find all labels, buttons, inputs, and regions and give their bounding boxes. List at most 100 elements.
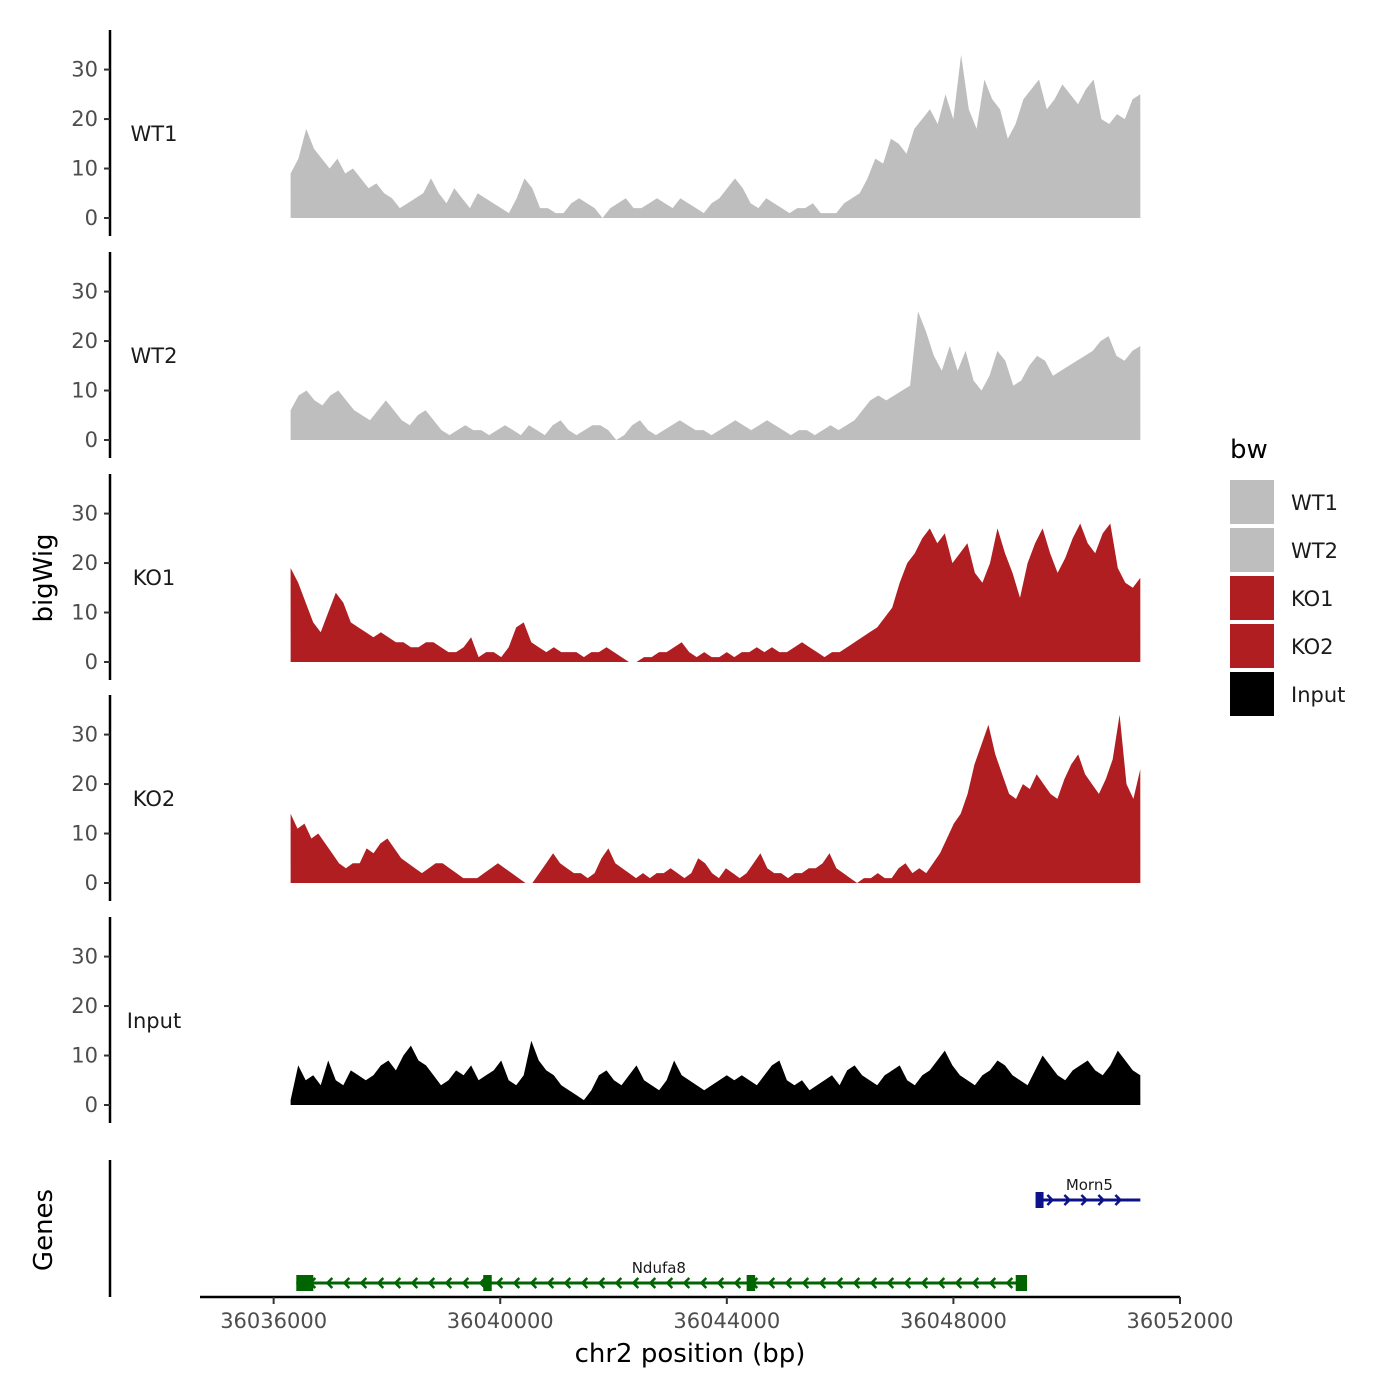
- x-tick-label: 36052000: [1127, 1309, 1234, 1333]
- y-tick-label: 30: [71, 502, 98, 526]
- x-tick-label: 36040000: [447, 1309, 554, 1333]
- gene-exon: [296, 1275, 314, 1291]
- y-tick-label: 30: [71, 723, 98, 747]
- gene-morn5: Morn5: [1035, 1176, 1141, 1208]
- strand-chevron: [1005, 1277, 1014, 1289]
- track-input: 0 10 20 30 Input: [71, 917, 1141, 1123]
- gene-ndufa8: Ndufa8: [296, 1259, 1028, 1291]
- track-ko1: 0 10 20 30 KO1: [71, 474, 1141, 680]
- legend-swatch: [1230, 576, 1274, 620]
- strand-chevron: [1046, 1194, 1055, 1206]
- y-tick-label: 20: [71, 772, 98, 796]
- legend: bw WT1 WT2 KO1 KO2 Input: [1230, 435, 1345, 716]
- y-tick-label: 10: [71, 157, 98, 181]
- strand-chevron: [393, 1277, 402, 1289]
- strand-chevron: [529, 1277, 538, 1289]
- y-tick-label: 10: [71, 379, 98, 403]
- strand-chevron: [597, 1277, 606, 1289]
- strand-chevron: [563, 1277, 572, 1289]
- strand-chevron: [325, 1277, 334, 1289]
- y-tick-label: 30: [71, 58, 98, 82]
- legend-item-wt1: WT1: [1230, 480, 1338, 524]
- strand-chevron: [614, 1277, 623, 1289]
- strand-chevron: [801, 1277, 810, 1289]
- strand-chevron: [699, 1277, 708, 1289]
- x-tick-label: 36044000: [673, 1309, 780, 1333]
- y-tick-label: 0: [85, 650, 98, 674]
- signal-area-input: [290, 1040, 1141, 1105]
- strand-chevron: [580, 1277, 589, 1289]
- strand-chevron: [971, 1277, 980, 1289]
- legend-title: bw: [1230, 435, 1268, 465]
- y-tick-label: 20: [71, 551, 98, 575]
- strand-chevron: [988, 1277, 997, 1289]
- legend-label: WT2: [1291, 539, 1338, 563]
- strand-chevron: [359, 1277, 368, 1289]
- strand-chevron: [1097, 1194, 1106, 1206]
- signal-area-ko2: [290, 714, 1141, 883]
- track-panels: 0 10 20 30 WT1 0 10 20 30 WT2 0 10 20 30 KO1 0 10 20 30 KO2…: [71, 30, 1141, 1123]
- legend-label: KO1: [1291, 587, 1334, 611]
- strand-chevron: [767, 1277, 776, 1289]
- track-label: Input: [127, 1009, 181, 1033]
- track-wt2: 0 10 20 30 WT2: [71, 252, 1141, 458]
- strand-chevron: [1063, 1194, 1072, 1206]
- strand-chevron: [886, 1277, 895, 1289]
- y-tick-label: 20: [71, 994, 98, 1018]
- track-label: KO1: [133, 566, 176, 590]
- legend-swatch: [1230, 480, 1274, 524]
- y-axis-title: bigWig: [29, 533, 59, 622]
- track-label: WT1: [131, 122, 178, 146]
- strand-chevron: [461, 1277, 470, 1289]
- track-label: WT2: [131, 344, 178, 368]
- strand-chevron: [512, 1277, 521, 1289]
- legend-item-ko1: KO1: [1230, 576, 1334, 620]
- legend-label: KO2: [1291, 635, 1334, 659]
- strand-chevron: [376, 1277, 385, 1289]
- y-tick-label: 20: [71, 329, 98, 353]
- y-tick-label: 0: [85, 428, 98, 452]
- strand-chevron: [495, 1277, 504, 1289]
- strand-chevron: [937, 1277, 946, 1289]
- strand-chevron: [733, 1277, 742, 1289]
- legend-item-ko2: KO2: [1230, 624, 1334, 668]
- x-tick-label: 36048000: [900, 1309, 1007, 1333]
- strand-chevron: [852, 1277, 861, 1289]
- strand-chevron: [410, 1277, 419, 1289]
- strand-chevron: [427, 1277, 436, 1289]
- strand-chevron: [665, 1277, 674, 1289]
- gene-exon: [1035, 1192, 1044, 1208]
- legend-item-wt2: WT2: [1230, 528, 1338, 572]
- strand-chevron: [1080, 1194, 1089, 1206]
- legend-swatch: [1230, 528, 1274, 572]
- legend-label: WT1: [1291, 491, 1338, 515]
- x-axis: 36036000 36040000 36044000 36048000 36052000: [200, 1295, 1234, 1333]
- y-tick-label: 0: [85, 1093, 98, 1117]
- strand-chevron: [903, 1277, 912, 1289]
- strand-chevron: [869, 1277, 878, 1289]
- y-tick-label: 20: [71, 107, 98, 131]
- genes-axis-title: Genes: [29, 1189, 59, 1271]
- track-ko2: 0 10 20 30 KO2: [71, 695, 1141, 901]
- track-wt1: 0 10 20 30 WT1: [71, 30, 1141, 236]
- strand-chevron: [631, 1277, 640, 1289]
- gene-exon: [1015, 1275, 1028, 1291]
- x-axis-title: chr2 position (bp): [575, 1339, 806, 1369]
- gene-exon: [483, 1275, 492, 1291]
- genes-panel: Ndufa8 Morn5: [108, 1160, 1141, 1297]
- signal-area-wt1: [290, 54, 1141, 219]
- legend-swatch: [1230, 624, 1274, 668]
- y-tick-label: 0: [85, 871, 98, 895]
- gene-label: Ndufa8: [632, 1259, 686, 1277]
- strand-chevron: [546, 1277, 555, 1289]
- strand-chevron: [444, 1277, 453, 1289]
- legend-item-input: Input: [1230, 672, 1345, 716]
- strand-chevron: [342, 1277, 351, 1289]
- legend-swatch: [1230, 672, 1274, 716]
- y-tick-label: 10: [71, 601, 98, 625]
- y-tick-label: 30: [71, 945, 98, 969]
- strand-chevron: [818, 1277, 827, 1289]
- strand-chevron: [920, 1277, 929, 1289]
- y-tick-label: 30: [71, 280, 98, 304]
